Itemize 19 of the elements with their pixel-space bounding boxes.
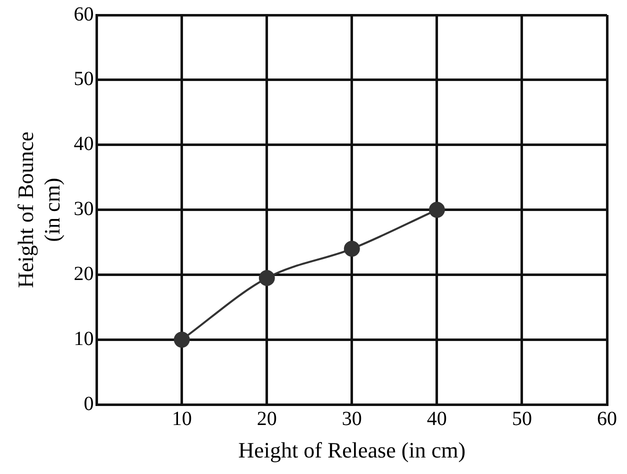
x-tick-label: 40 [426, 408, 447, 430]
point [258, 270, 275, 286]
y-tick-label: 10 [74, 328, 94, 350]
y-axis-title: Height of Bounce (in cm) [12, 132, 64, 288]
y-tick-label: 20 [74, 262, 94, 285]
y-tick-label: 30 [74, 198, 94, 220]
x-axis-title: Height of Release (in cm) [238, 438, 466, 463]
y-tick-label: 40 [74, 133, 94, 156]
y-tick-label: 60 [74, 3, 94, 26]
y-tick-label: 0 [84, 392, 94, 415]
x-tick-label: 30 [342, 408, 362, 430]
x-tick-label: 20 [256, 408, 277, 430]
y-tick-label: 50 [74, 68, 94, 90]
x-tick-label: 60 [597, 408, 617, 430]
x-tick-label: 10 [172, 408, 192, 430]
point [428, 202, 445, 218]
x-tick-label: 50 [512, 408, 532, 430]
point [344, 240, 360, 257]
point [174, 332, 190, 348]
